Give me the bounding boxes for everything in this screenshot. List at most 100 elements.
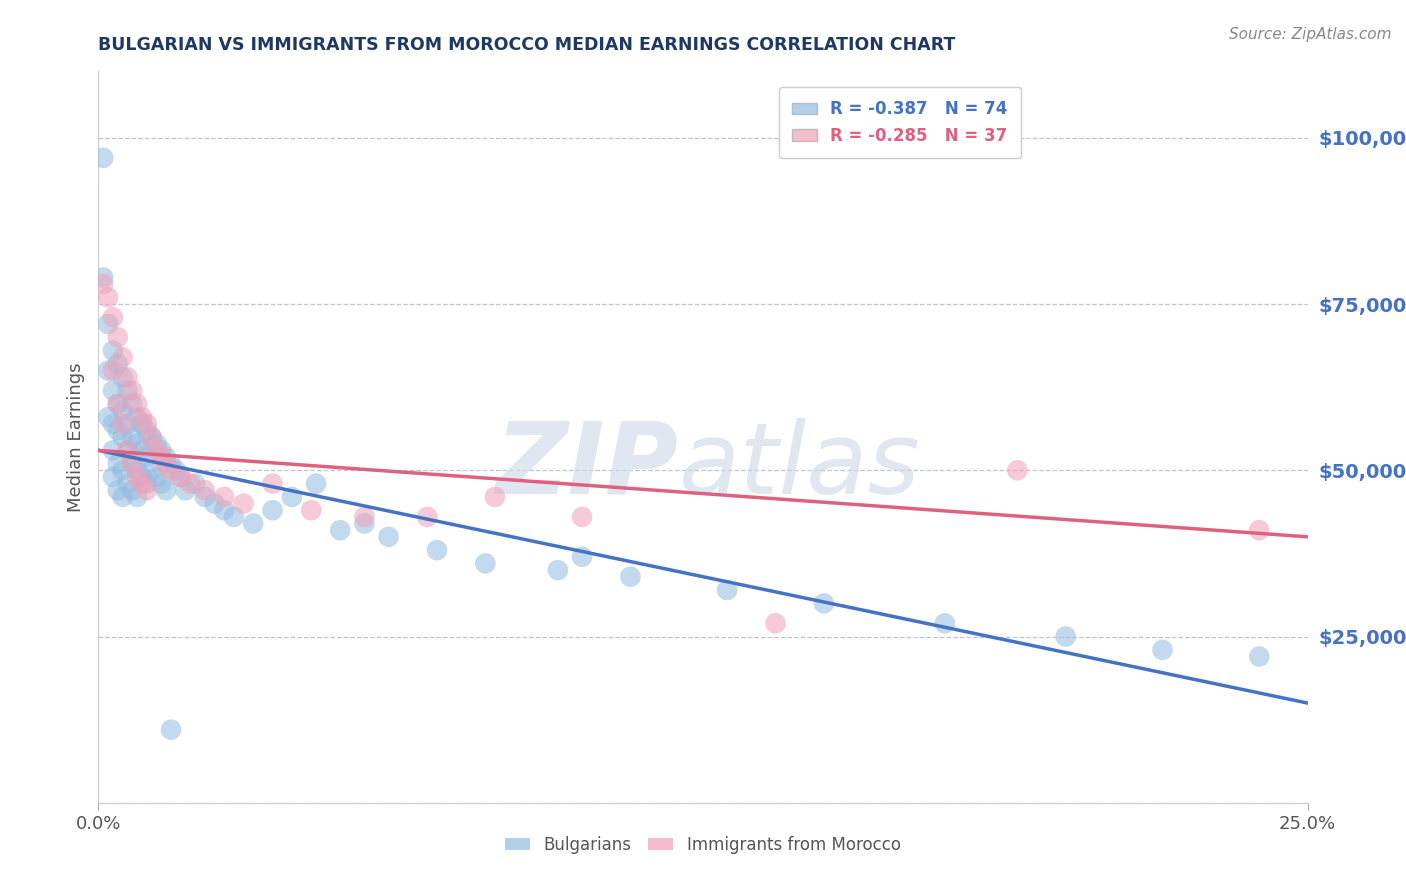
Point <box>111 417 134 431</box>
Point <box>121 483 143 498</box>
Point <box>426 543 449 558</box>
Point <box>155 450 177 464</box>
Point <box>242 516 264 531</box>
Point <box>281 490 304 504</box>
Point <box>135 483 157 498</box>
Text: atlas: atlas <box>679 417 921 515</box>
Point <box>91 151 114 165</box>
Point <box>484 490 506 504</box>
Point <box>121 430 143 444</box>
Point <box>101 310 124 325</box>
Point <box>131 476 153 491</box>
Point <box>305 476 328 491</box>
Point <box>101 470 124 484</box>
Point <box>127 470 149 484</box>
Point <box>329 523 352 537</box>
Point <box>131 443 153 458</box>
Point <box>716 582 738 597</box>
Point <box>111 430 134 444</box>
Point <box>107 330 129 344</box>
Y-axis label: Median Earnings: Median Earnings <box>66 362 84 512</box>
Point <box>174 483 197 498</box>
Point <box>262 476 284 491</box>
Point <box>1249 649 1271 664</box>
Point <box>145 436 167 450</box>
Point <box>150 443 173 458</box>
Point <box>141 430 163 444</box>
Point <box>107 397 129 411</box>
Point <box>141 430 163 444</box>
Point <box>111 403 134 417</box>
Point <box>91 270 114 285</box>
Point <box>101 343 124 358</box>
Point <box>97 317 120 331</box>
Point <box>150 450 173 464</box>
Point <box>145 470 167 484</box>
Point <box>262 503 284 517</box>
Point <box>121 457 143 471</box>
Point <box>135 476 157 491</box>
Point <box>353 516 375 531</box>
Point <box>107 457 129 471</box>
Point <box>101 443 124 458</box>
Point <box>131 470 153 484</box>
Point <box>160 723 183 737</box>
Point <box>169 470 191 484</box>
Point <box>117 443 139 458</box>
Point <box>135 417 157 431</box>
Point <box>107 483 129 498</box>
Text: Source: ZipAtlas.com: Source: ZipAtlas.com <box>1229 27 1392 42</box>
Point <box>117 476 139 491</box>
Point <box>571 549 593 564</box>
Point <box>127 410 149 425</box>
Point <box>107 357 129 371</box>
Point <box>111 351 134 365</box>
Point <box>131 417 153 431</box>
Point <box>150 476 173 491</box>
Point <box>165 463 187 477</box>
Point <box>127 463 149 477</box>
Point <box>107 397 129 411</box>
Point <box>127 436 149 450</box>
Point <box>377 530 399 544</box>
Point <box>111 490 134 504</box>
Point <box>111 370 134 384</box>
Point <box>212 490 235 504</box>
Point <box>1152 643 1174 657</box>
Point <box>117 384 139 398</box>
Point <box>97 410 120 425</box>
Point <box>299 503 322 517</box>
Point <box>121 457 143 471</box>
Point <box>145 443 167 458</box>
Point <box>117 443 139 458</box>
Point <box>212 503 235 517</box>
Point <box>111 463 134 477</box>
Point <box>117 417 139 431</box>
Point <box>97 290 120 304</box>
Text: BULGARIAN VS IMMIGRANTS FROM MOROCCO MEDIAN EARNINGS CORRELATION CHART: BULGARIAN VS IMMIGRANTS FROM MOROCCO MED… <box>98 36 956 54</box>
Text: ZIP: ZIP <box>496 417 679 515</box>
Point <box>547 563 569 577</box>
Point <box>160 463 183 477</box>
Point <box>194 490 217 504</box>
Legend: Bulgarians, Immigrants from Morocco: Bulgarians, Immigrants from Morocco <box>499 829 907 860</box>
Point <box>416 509 439 524</box>
Point <box>179 476 201 491</box>
Point <box>101 363 124 377</box>
Point <box>101 417 124 431</box>
Point <box>204 497 226 511</box>
Point <box>131 410 153 425</box>
Point <box>813 596 835 610</box>
Point <box>121 397 143 411</box>
Point <box>1054 630 1077 644</box>
Point <box>91 277 114 292</box>
Point <box>107 424 129 438</box>
Point <box>127 397 149 411</box>
Point <box>155 483 177 498</box>
Point <box>135 450 157 464</box>
Point <box>222 509 245 524</box>
Point <box>474 557 496 571</box>
Point <box>184 476 207 491</box>
Point <box>169 470 191 484</box>
Point <box>765 616 787 631</box>
